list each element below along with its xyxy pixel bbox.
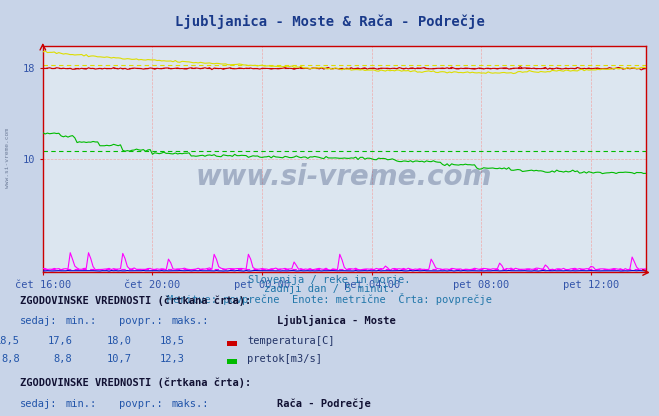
Text: Ljubljanica - Moste: Ljubljanica - Moste: [277, 315, 395, 327]
Text: 10,7: 10,7: [107, 354, 132, 364]
Text: pretok[m3/s]: pretok[m3/s]: [247, 354, 322, 364]
Text: Slovenija / reke in morje.: Slovenija / reke in morje.: [248, 275, 411, 285]
Text: min.:: min.:: [66, 317, 97, 327]
Text: 12,3: 12,3: [159, 354, 185, 364]
Text: 18,0: 18,0: [107, 337, 132, 347]
Text: povpr.:: povpr.:: [119, 317, 162, 327]
Text: ZGODOVINSKE VREDNOSTI (črtkana črta):: ZGODOVINSKE VREDNOSTI (črtkana črta):: [20, 378, 251, 389]
Text: 17,6: 17,6: [47, 337, 72, 347]
Text: povpr.:: povpr.:: [119, 399, 162, 409]
Text: Rača - Podrečje: Rača - Podrečje: [277, 398, 370, 409]
Text: Meritve: povprečne  Enote: metrične  Črta: povprečje: Meritve: povprečne Enote: metrične Črta:…: [167, 293, 492, 305]
Text: 8,8: 8,8: [1, 354, 20, 364]
Text: www.si-vreme.com: www.si-vreme.com: [196, 163, 492, 191]
Text: maks.:: maks.:: [171, 317, 209, 327]
Text: 18,5: 18,5: [0, 337, 20, 347]
Text: 18,5: 18,5: [159, 337, 185, 347]
Text: sedaj:: sedaj:: [20, 399, 57, 409]
Text: maks.:: maks.:: [171, 399, 209, 409]
Text: ZGODOVINSKE VREDNOSTI (črtkana črta):: ZGODOVINSKE VREDNOSTI (črtkana črta):: [20, 295, 251, 306]
Text: sedaj:: sedaj:: [20, 317, 57, 327]
Text: zadnji dan / 5 minut.: zadnji dan / 5 minut.: [264, 284, 395, 294]
Text: temperatura[C]: temperatura[C]: [247, 337, 335, 347]
Text: 8,8: 8,8: [54, 354, 72, 364]
Text: www.si-vreme.com: www.si-vreme.com: [5, 128, 11, 188]
Text: min.:: min.:: [66, 399, 97, 409]
Text: Ljubljanica - Moste & Rača - Podrečje: Ljubljanica - Moste & Rača - Podrečje: [175, 15, 484, 29]
